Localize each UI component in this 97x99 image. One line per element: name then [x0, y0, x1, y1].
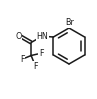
- Text: F: F: [39, 49, 43, 58]
- Text: O: O: [15, 31, 21, 40]
- Text: Br: Br: [66, 18, 74, 27]
- Text: F: F: [33, 62, 37, 71]
- Text: HN: HN: [37, 31, 48, 40]
- Text: F: F: [20, 55, 24, 64]
